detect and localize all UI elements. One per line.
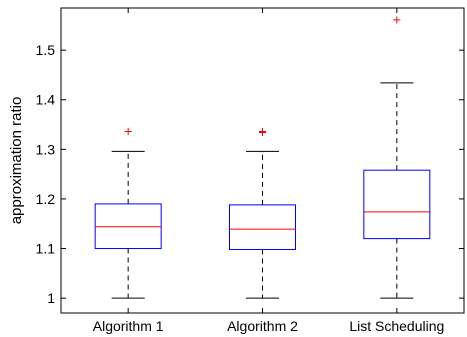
y-axis-label: approximation ratio (8, 97, 25, 225)
y-tick-label: 1.4 (36, 92, 56, 108)
outlier-marker (393, 16, 401, 24)
box-3 (363, 16, 431, 299)
y-tick-label: 1 (47, 290, 55, 306)
plot-frame (60, 7, 465, 314)
y-axis-ticks: 1 1.1 1.2 1.3 1.4 1.5 (36, 42, 464, 306)
y-tick-label: 1.1 (36, 241, 56, 257)
x-axis-ticks: Algorithm 1 Algorithm 2 List Scheduling (93, 8, 444, 334)
plot-area (60, 7, 465, 314)
iqr-box (229, 204, 296, 251)
box-2 (229, 127, 296, 299)
outlier-marker (259, 127, 266, 135)
box-1 (94, 127, 162, 299)
outlier-marker (124, 127, 132, 135)
x-tick-label: List Scheduling (349, 318, 444, 334)
x-tick-label: Algorithm 2 (227, 318, 298, 334)
y-tick-label: 1.2 (36, 191, 56, 207)
iqr-box (363, 169, 431, 240)
y-tick-label: 1.5 (36, 42, 56, 58)
boxes (94, 16, 431, 299)
x-tick-label: Algorithm 1 (93, 318, 164, 334)
y-tick-label: 1.3 (36, 141, 56, 157)
